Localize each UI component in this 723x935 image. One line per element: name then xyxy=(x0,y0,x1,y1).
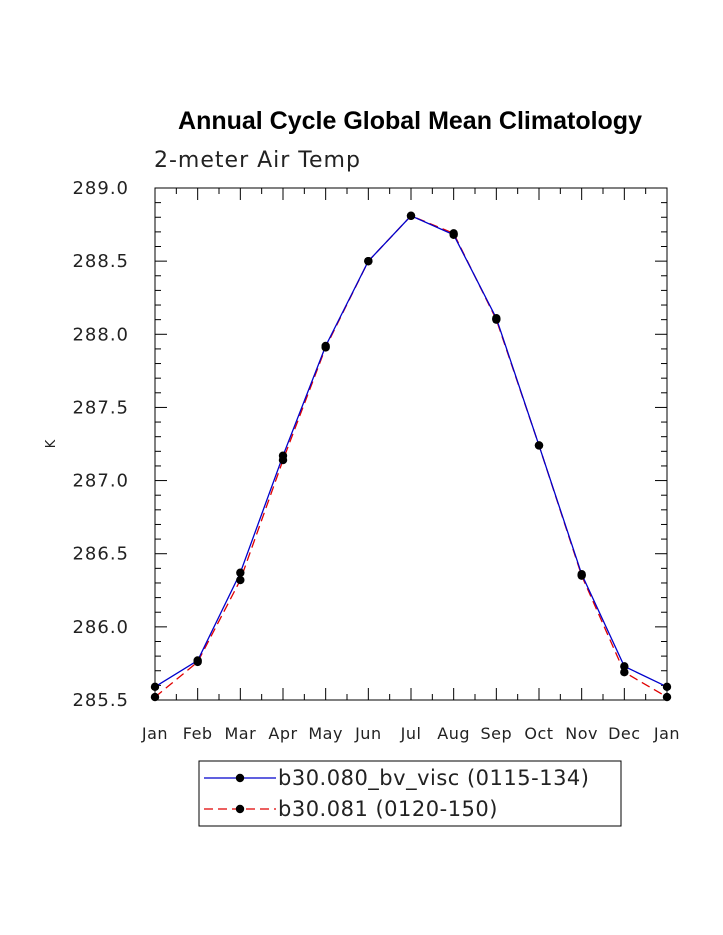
x-tick-label: Mar xyxy=(224,724,256,743)
x-tick-label: Dec xyxy=(608,724,640,743)
x-tick-label: May xyxy=(308,724,343,743)
legend-marker xyxy=(235,804,245,814)
y-tick-label: 288.0 xyxy=(72,324,129,345)
data-point xyxy=(193,656,202,665)
x-tick-label: Nov xyxy=(565,724,598,743)
data-point xyxy=(662,692,672,702)
series-line xyxy=(154,215,668,698)
y-tick-label: 287.0 xyxy=(72,471,129,492)
x-tick-label: Jun xyxy=(354,724,382,743)
x-tick-label: Jan xyxy=(653,724,680,743)
data-point xyxy=(406,211,416,220)
axis-ticks: Jan Feb Mar Apr May Jun Jul Aug Sep Oct Nov Dec Jan 2… xyxy=(72,178,680,743)
data-point xyxy=(534,441,544,450)
data-point xyxy=(236,568,245,577)
data-point xyxy=(662,682,672,692)
data-point xyxy=(236,575,245,585)
data-point xyxy=(577,569,586,579)
x-tick-label: Apr xyxy=(268,724,297,743)
legend-marker xyxy=(235,773,245,783)
series-layer xyxy=(150,211,672,702)
y-tick-label: 286.5 xyxy=(72,544,129,565)
legend-box xyxy=(198,760,622,827)
data-point xyxy=(321,341,330,351)
x-tick-label: Oct xyxy=(524,724,553,743)
data-point xyxy=(449,230,458,240)
series-line xyxy=(154,215,668,688)
chart-title: Annual Cycle Global Mean Climatology xyxy=(178,107,642,135)
data-point xyxy=(492,313,501,323)
data-point xyxy=(150,692,160,702)
legend: b30.080_bv_visc (0115-134) b30.081 (0120-… xyxy=(198,760,622,827)
data-point xyxy=(150,682,160,692)
y-tick-label: 289.0 xyxy=(72,178,129,199)
y-tick-label: 285.5 xyxy=(72,690,129,711)
data-point xyxy=(364,256,373,266)
y-tick-label: 287.5 xyxy=(72,397,129,418)
x-tick-label: Jan xyxy=(141,724,168,743)
y-tick-label: 286.0 xyxy=(72,617,129,638)
x-tick-label: Jul xyxy=(400,724,422,743)
plot-frame xyxy=(154,187,668,701)
x-tick-label: Aug xyxy=(437,724,470,743)
legend-label: b30.080_bv_visc (0115-134) xyxy=(278,766,589,791)
data-point xyxy=(620,668,629,677)
x-tick-label: Sep xyxy=(481,724,513,743)
legend-label: b30.081 (0120-150) xyxy=(278,797,498,821)
y-tick-label: 288.5 xyxy=(72,251,129,272)
x-tick-label: Feb xyxy=(183,724,213,743)
data-point xyxy=(278,451,288,460)
chart-subtitle: 2-meter Air Temp xyxy=(154,148,361,173)
data-point xyxy=(620,662,629,671)
y-axis-label: K xyxy=(44,439,59,448)
